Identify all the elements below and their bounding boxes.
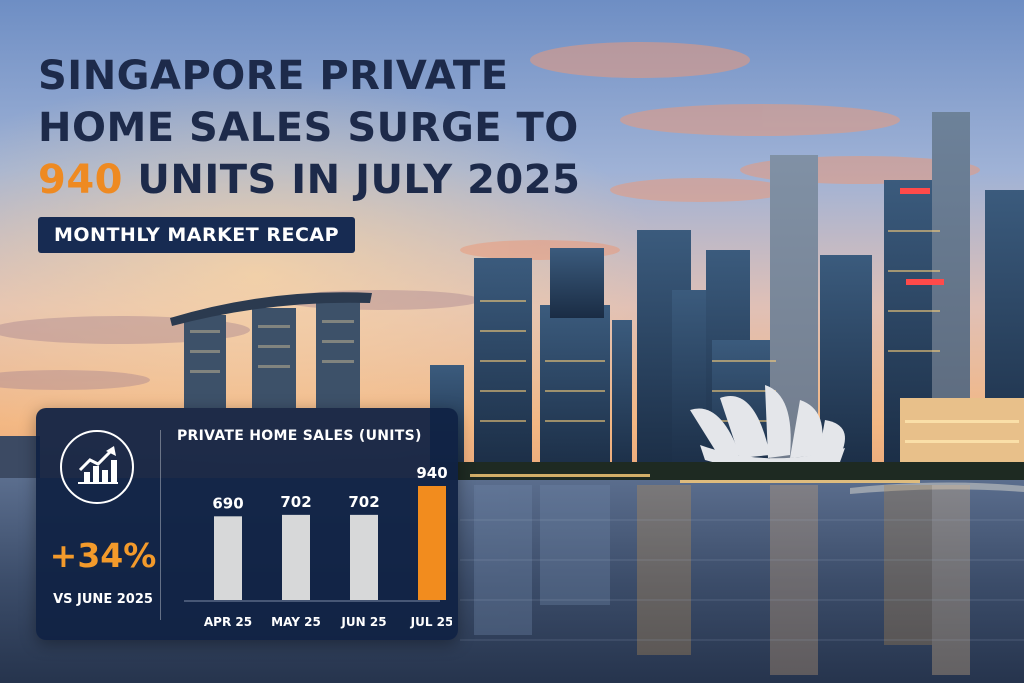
bar-value-label: 702 bbox=[348, 493, 379, 511]
x-tick-label: JUN 25 bbox=[340, 615, 386, 629]
headline-line-2: HOME SALES SURGE TO bbox=[38, 105, 579, 151]
bar-jun-25 bbox=[350, 514, 378, 600]
percent-change: +34% bbox=[49, 536, 157, 575]
headline-line-3: 940 UNITS IN JULY 2025 bbox=[38, 154, 598, 206]
sales-bar-chart: 690 APR 25 702 MAY 25 702 JUN 25 940 JUL 25 bbox=[184, 464, 452, 629]
x-tick-label: APR 25 bbox=[204, 615, 252, 629]
bar-jul-25 bbox=[418, 486, 446, 600]
sales-stats-card: +34% VS JUNE 2025 PRIVATE HOME SALES (UN… bbox=[36, 408, 458, 640]
chart-title: PRIVATE HOME SALES (UNITS) bbox=[177, 428, 422, 444]
bar-may-25 bbox=[282, 514, 310, 600]
chart-growth-icon bbox=[60, 430, 134, 504]
headline-highlight-number: 940 bbox=[38, 157, 123, 203]
headline-line-1: SINGAPORE PRIVATE bbox=[38, 53, 509, 99]
card-divider bbox=[160, 430, 161, 620]
bar-apr-25 bbox=[214, 516, 242, 600]
x-tick-label: MAY 25 bbox=[271, 615, 321, 629]
bar-value-label: 690 bbox=[212, 494, 243, 512]
x-tick-label: JUL 25 bbox=[410, 615, 452, 629]
bar-value-label: 940 bbox=[416, 464, 447, 482]
monthly-recap-tag: MONTHLY MARKET RECAP bbox=[38, 217, 356, 253]
headline: SINGAPORE PRIVATE HOME SALES SURGE TO 94… bbox=[38, 50, 598, 206]
bar-value-label: 702 bbox=[280, 493, 311, 511]
headline-line-3-rest: UNITS IN JULY 2025 bbox=[123, 157, 581, 203]
percent-change-caption: VS JUNE 2025 bbox=[53, 592, 153, 607]
